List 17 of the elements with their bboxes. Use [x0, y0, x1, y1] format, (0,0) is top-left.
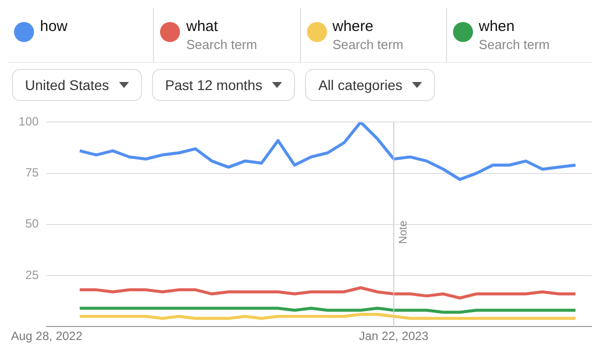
x-tick-label: Aug 28, 2022 — [10, 329, 83, 344]
x-tick-label: Jan 22, 2023 — [359, 329, 429, 344]
y-tick-label: 100 — [18, 114, 40, 129]
legend-label: when — [478, 18, 516, 35]
text: Search term — [332, 37, 404, 52]
legend-label: where — [332, 18, 374, 35]
y-tick-label: 50 — [25, 216, 40, 231]
y-tick-label: 25 — [25, 268, 40, 282]
ref-line-label: Note — [398, 220, 410, 244]
legend-label: how — [40, 18, 68, 35]
text: All categories — [318, 77, 402, 93]
text: Search term — [478, 37, 550, 52]
y-tick-label: 75 — [25, 166, 40, 180]
text: United States — [25, 77, 110, 93]
text: Search term — [186, 37, 258, 52]
text: Past 12 months — [165, 77, 262, 93]
legend-label: what — [186, 18, 219, 35]
